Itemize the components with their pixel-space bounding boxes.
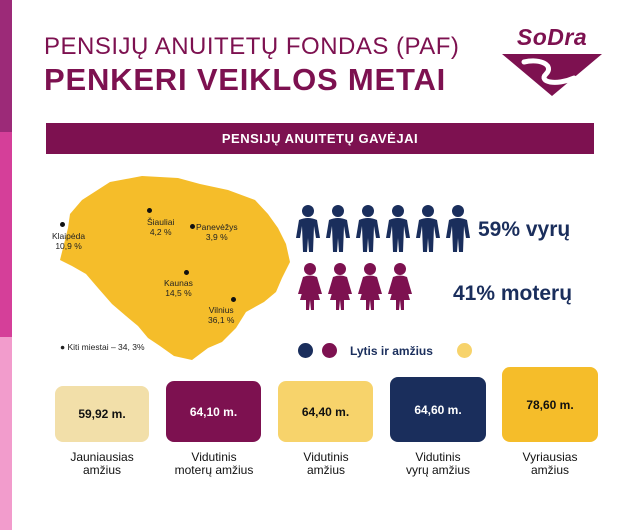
side-stripe-bottom xyxy=(0,337,12,530)
stat-card-average: 64,40 m. xyxy=(278,381,373,442)
map-dot-kaunas xyxy=(184,270,189,275)
legend-dot-men xyxy=(298,343,313,358)
stat-caption-average: Vidutinis amžius xyxy=(303,450,349,477)
men-percentage: 59% vyrų xyxy=(478,218,571,241)
page-title: PENKERI VEIKLOS METAI xyxy=(44,62,447,97)
stat-caption-men-average: Vidutinis vyrų amžius xyxy=(405,450,470,477)
map-shape xyxy=(60,176,290,360)
map-dot-siauliai xyxy=(147,208,152,213)
side-stripe-top xyxy=(0,0,12,132)
legend-dot-average xyxy=(457,343,472,358)
legend-dot-women xyxy=(322,343,337,358)
city-label-klaipeda: Klaipėda 10,9 % xyxy=(52,231,86,251)
city-label-vilnius: Vilnius 36,1 % xyxy=(208,305,235,325)
map-dot-klaipeda xyxy=(60,222,65,227)
stat-card-youngest: 59,92 m. xyxy=(55,386,149,442)
stat-card-women-average: 64,10 m. xyxy=(166,381,261,442)
sodra-logo: SoDra xyxy=(496,24,608,98)
men-icons xyxy=(296,205,470,252)
map-dot-panevezys xyxy=(190,224,195,229)
stat-caption-women-average: Vidutinis moterų amžius xyxy=(174,450,254,477)
lithuania-map xyxy=(60,176,290,360)
map-dot-vilnius xyxy=(231,297,236,302)
section-banner: PENSIJŲ ANUITETŲ GAVĖJAI xyxy=(46,123,594,154)
logo-emblem-icon xyxy=(502,54,602,96)
legend-label: Lytis ir amžius xyxy=(350,344,433,358)
side-stripe-middle xyxy=(0,132,12,337)
page-subtitle: PENSIJŲ ANUITETŲ FONDAS (PAF) xyxy=(44,33,460,60)
logo-text: SoDra xyxy=(516,24,588,50)
city-label-kaunas: Kaunas 14,5 % xyxy=(164,278,193,298)
stat-card-men-average: 64,60 m. xyxy=(390,377,486,442)
city-label-siauliai: Šiauliai 4,2 % xyxy=(147,217,175,237)
stat-caption-youngest: Jauniausias amžius xyxy=(70,450,134,477)
other-cities-note: ● Kiti miestai – 34, 3% xyxy=(60,342,145,352)
women-icons xyxy=(298,263,412,310)
stat-caption-oldest: Vyriausias amžius xyxy=(522,450,578,477)
city-label-panevezys: Panevėžys 3,9 % xyxy=(196,222,238,242)
stat-card-oldest: 78,60 m. xyxy=(502,367,598,442)
women-percentage: 41% moterų xyxy=(453,282,573,305)
